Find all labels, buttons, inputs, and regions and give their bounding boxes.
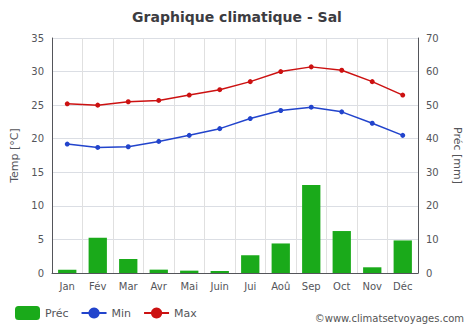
svg-text:Oct: Oct [333, 281, 350, 292]
svg-text:Aoû: Aoû [271, 281, 290, 292]
svg-text:Max: Max [174, 307, 197, 320]
svg-text:Jui: Jui [243, 281, 256, 292]
svg-text:©www.climatsetvoyages.com: ©www.climatsetvoyages.com [315, 313, 464, 324]
svg-text:20: 20 [426, 200, 439, 211]
svg-text:Juin: Juin [210, 281, 229, 292]
svg-text:Jan: Jan [59, 281, 75, 292]
svg-text:Déc: Déc [393, 281, 412, 292]
svg-text:0: 0 [426, 268, 432, 279]
svg-text:70: 70 [426, 33, 439, 44]
svg-text:60: 60 [426, 66, 439, 77]
svg-text:40: 40 [426, 133, 439, 144]
svg-text:Sep: Sep [302, 281, 321, 292]
svg-text:30: 30 [426, 167, 439, 178]
svg-text:25: 25 [31, 100, 44, 111]
svg-text:20: 20 [31, 133, 44, 144]
svg-text:Mar: Mar [119, 281, 139, 292]
svg-text:15: 15 [31, 167, 44, 178]
svg-text:30: 30 [31, 66, 44, 77]
svg-text:Temp [°C]: Temp [°C] [8, 128, 21, 184]
svg-text:Fév: Fév [89, 281, 106, 292]
svg-text:35: 35 [31, 33, 44, 44]
svg-text:Nov: Nov [362, 281, 382, 292]
svg-text:0: 0 [38, 268, 44, 279]
svg-text:Préc [mm]: Préc [mm] [451, 127, 464, 184]
svg-text:Mai: Mai [180, 281, 198, 292]
svg-text:5: 5 [38, 234, 44, 245]
svg-text:10: 10 [426, 234, 439, 245]
svg-text:Graphique climatique - Sal: Graphique climatique - Sal [132, 9, 342, 25]
svg-text:10: 10 [31, 200, 44, 211]
svg-text:50: 50 [426, 100, 439, 111]
svg-text:Min: Min [112, 307, 132, 320]
svg-text:Préc: Préc [45, 307, 69, 320]
svg-text:Avr: Avr [151, 281, 168, 292]
